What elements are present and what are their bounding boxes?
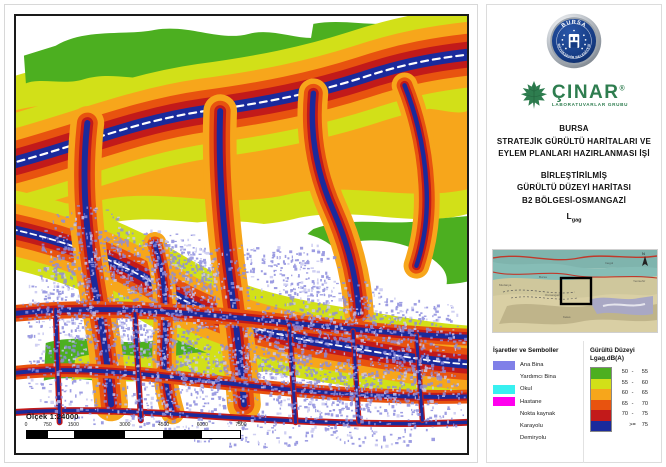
cinar-wordmark: ÇINAR® LABORATUVARLAR GRUBU	[552, 83, 628, 108]
symbol-label: Hastane	[520, 398, 542, 405]
scale-bar-graphic	[26, 430, 241, 439]
map-frame[interactable]: Ölçek 1:24000 0 750 1500 3000 4500 6000 7500 m	[14, 14, 469, 455]
symbol-legend-rows: Ana Bina Yardımcı Bina Okul Hastane Nokta ka…	[493, 359, 583, 444]
noise-legend-rows: 50-55 55-60 60-65 65-70 70-75 >= 75	[590, 367, 663, 432]
noise-band-label: >= 75	[629, 421, 648, 428]
title-line-4: BİRLEŞTİRİLMİŞ	[540, 170, 608, 180]
symbol-legend-item: Hastane	[493, 396, 583, 408]
map-panel: Ölçek 1:24000 0 750 1500 3000 4500 6000 7500 m	[4, 4, 478, 463]
symbol-swatch	[493, 360, 515, 370]
noise-legend-title: Gürültü Düzeyi Lgag,dB(A)	[590, 347, 635, 362]
scale-segment	[201, 431, 240, 438]
map-graphic	[16, 16, 467, 453]
location-overview-inset[interactable]: Mudanya Bursa Osmangazi Inegol Yenisehir Ke…	[492, 249, 658, 333]
scale-unit-label: m	[237, 420, 242, 426]
scale-segment	[124, 431, 164, 438]
scale-title: Ölçek 1:24000	[26, 412, 79, 421]
scale-bar: Ölçek 1:24000 0 750 1500 3000 4500 6000 7500 m	[24, 412, 247, 439]
registered-mark: ®	[619, 85, 627, 93]
title-line-5: GÜRÜLTÜ DÜZEYİ HARİTASI	[516, 183, 632, 192]
noise-band-label: 50-55	[621, 369, 648, 375]
svg-text:Inegol: Inegol	[605, 261, 614, 265]
scale-tick: 7500	[235, 422, 247, 428]
scale-tick: 750	[43, 422, 52, 428]
symbol-swatch	[493, 434, 515, 443]
scale-segment	[48, 431, 74, 438]
symbol-legend-title: İşaretler ve Semboller	[493, 347, 559, 354]
symbol-swatch	[493, 397, 515, 407]
symbol-label: Okul	[520, 386, 532, 393]
scale-tick: 0	[24, 422, 28, 428]
municipality-seal-wrap: BURSA BÜYÜKŞEHİR BELEDİYESİ	[487, 5, 661, 70]
svg-text:Osmangazi: Osmangazi	[545, 293, 561, 297]
svg-text:BURSA: BURSA	[561, 20, 588, 30]
symbol-legend-item: Ana Bina	[493, 359, 583, 371]
symbol-label: Nokta kaynak	[520, 410, 556, 417]
noise-band-label: 70-75	[621, 411, 648, 417]
scale-segment	[73, 431, 125, 438]
symbol-legend-item: Okul	[493, 383, 583, 395]
title-line-2: STRATEJİK GÜRÜLTÜ HARİTALARI VE	[496, 136, 652, 146]
noise-band-swatch	[591, 378, 611, 389]
scale-tick: 3000	[119, 422, 131, 428]
scale-tick-labels: 0 750 1500 3000 4500 6000 7500	[24, 422, 247, 430]
cinar-logo: ÇINAR® LABORATUVARLAR GRUBU	[487, 80, 661, 110]
scale-segment	[163, 431, 202, 438]
noise-band-swatch	[591, 389, 611, 400]
bursa-municipality-seal-icon: BURSA BÜYÜKŞEHİR BELEDİYESİ	[546, 13, 602, 69]
cinar-name: ÇINAR®	[551, 81, 627, 103]
title-line-3: EYLEM PLANLARI HAZIRLANMASI İŞİ	[498, 149, 650, 158]
maple-leaf-icon	[520, 81, 547, 109]
svg-text:Keles: Keles	[563, 315, 571, 319]
noise-range-labels: 50-55 55-60 60-65 65-70 70-75 >= 75	[617, 367, 648, 432]
svg-text:Bursa: Bursa	[539, 275, 547, 279]
legend-area: İşaretler ve Semboller Ana Bina Yardımcı …	[487, 341, 663, 463]
symbol-swatch	[493, 373, 515, 382]
noise-indicator-label: Lgag	[566, 211, 582, 224]
symbol-label: Yardımcı Bina	[520, 374, 556, 381]
noise-band-label: 55-60	[621, 379, 648, 386]
noise-band-swatch	[591, 399, 611, 410]
noise-band-swatch	[591, 410, 611, 421]
symbol-label: Ana Bina	[520, 362, 544, 369]
info-panel: BURSA BÜYÜKŞEHİR BELEDİYESİ	[486, 4, 662, 463]
inset-terrain-graphic: Mudanya Bursa Osmangazi Inegol Yenisehir Ke…	[493, 250, 657, 332]
noise-band-swatch	[591, 368, 611, 379]
symbol-label: Demiryolu	[520, 435, 547, 442]
noise-level-legend: Gürültü Düzeyi Lgag,dB(A) 50-55 55-60 60-6…	[583, 341, 663, 463]
symbol-swatch	[493, 384, 515, 394]
noise-color-ramp	[590, 367, 612, 432]
noise-band-swatch	[591, 420, 611, 431]
noise-level-map-canvas[interactable]	[16, 16, 467, 453]
scale-tick: 4500	[158, 422, 170, 428]
symbol-legend-item: Nokta kaynak	[493, 408, 583, 420]
symbol-legend-item: Karayolu	[493, 420, 583, 432]
scale-tick: 1500	[67, 422, 79, 428]
symbol-swatch	[493, 409, 515, 418]
svg-text:Yenisehir: Yenisehir	[633, 279, 645, 283]
cinar-subtitle: LABORATUVARLAR GRUBU	[551, 101, 629, 107]
scale-segment	[27, 431, 49, 438]
title-block: BURSA STRATEJİK GÜRÜLTÜ HARİTALARI VE EY…	[487, 123, 661, 224]
title-line-1: BURSA	[559, 124, 589, 133]
symbol-swatch	[493, 422, 515, 431]
symbol-legend-item: Yardımcı Bina	[493, 371, 583, 383]
symbol-legend: İşaretler ve Semboller Ana Bina Yardımcı …	[487, 341, 583, 463]
title-line-6: B2 BÖLGESİ-OSMANGAZİ	[521, 195, 626, 205]
svg-text:Mudanya: Mudanya	[499, 283, 512, 287]
symbol-label: Karayolu	[520, 423, 543, 430]
svg-text:N: N	[642, 251, 645, 256]
noise-band-label: 65-70	[621, 400, 648, 407]
symbol-legend-item: Demiryolu	[493, 432, 583, 444]
scale-tick: 6000	[196, 422, 208, 428]
north-arrow-icon: N	[642, 251, 648, 266]
noise-band-label: 60-65	[621, 390, 648, 396]
building-footprints	[19, 205, 467, 449]
